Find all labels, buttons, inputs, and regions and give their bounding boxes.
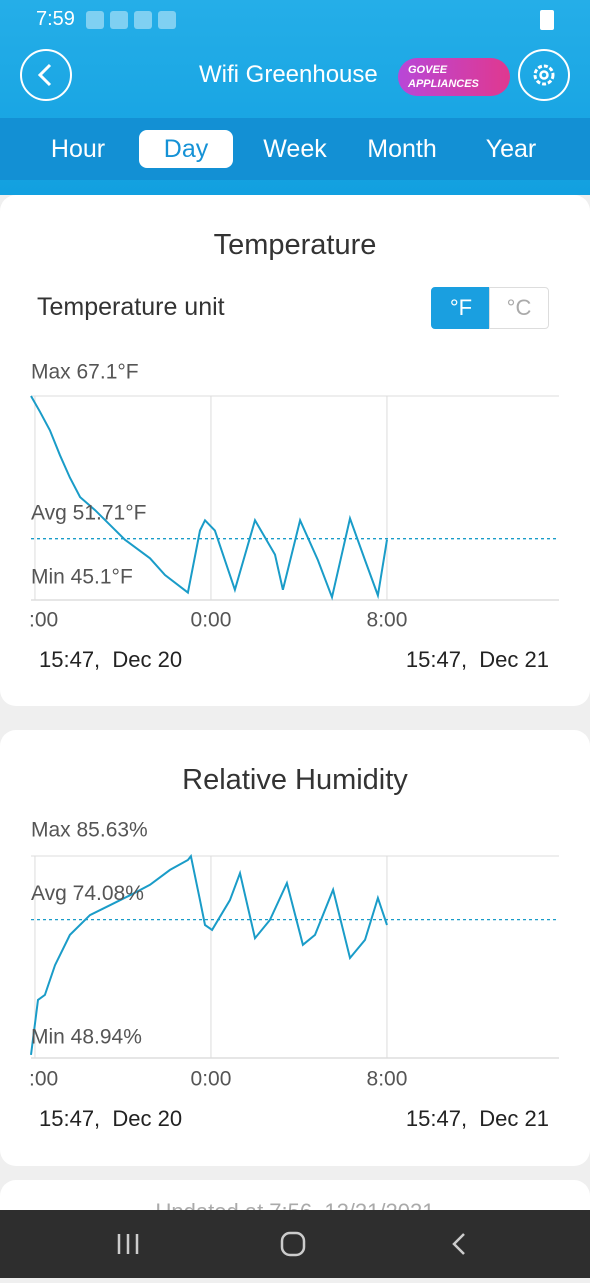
x-tick-label: 0:00 [191,609,232,632]
range-end: 15:47, Dec 21 [406,647,549,672]
settings-icon [533,64,555,86]
avg-label: Avg 51.71°F [31,501,146,524]
min-label: Min 45.1°F [31,566,133,589]
settings-button[interactable] [518,49,570,101]
tab[interactable]: Month [367,135,437,163]
data-line [30,853,388,1056]
unit-option[interactable]: °F [431,287,491,329]
x-tick-label: 0:00 [191,1068,232,1091]
min-label: Min 48.94% [31,1026,142,1049]
charts: :00 0:00 8:00 Max 67.1°F Avg 51.71°F Min 45.1… [29,361,559,1131]
x-tick-label: :00 [29,609,58,632]
humidity-card [0,730,590,1166]
navigation-bar [0,1210,590,1278]
nav-icons [117,1231,465,1257]
unit-label: Temperature unit [37,293,225,321]
tab[interactable]: Day [139,130,233,168]
max-label: Max 67.1°F [31,361,139,384]
temperature-card [0,195,590,706]
range-start: 15:47, Dec 20 [39,1106,182,1131]
range-start: 15:47, Dec 20 [39,647,182,672]
page-title: Wifi Greenhouse [199,61,378,88]
battery-icon [540,10,554,30]
tab-bar: Hour Day Week Month Year [0,118,590,180]
tab[interactable]: Week [263,135,327,163]
unit-option[interactable]: °C [489,287,549,329]
tab[interactable]: Hour [50,135,106,163]
card-title: Temperature [213,229,377,261]
data-line [30,395,388,601]
tab[interactable]: Year [485,135,537,163]
x-tick-label: :00 [29,1068,58,1091]
max-label: Max 85.63% [31,819,148,842]
back-button[interactable] [20,49,72,101]
x-tick-label: 8:00 [367,1068,408,1091]
avg-label: Avg 74.08% [31,882,144,905]
back-icon [37,63,52,87]
badge-line: APPLIANCES [408,78,479,90]
card-title: Relative Humidity [182,764,408,796]
status-time: 7:59 [36,8,75,30]
x-tick-label: 8:00 [367,609,408,632]
promo-badge[interactable]: GOVEE APPLIANCES [398,58,510,96]
range-end: 15:47, Dec 21 [406,1106,549,1131]
badge-line: GOVEE [408,64,448,76]
notification-icons [86,11,182,34]
